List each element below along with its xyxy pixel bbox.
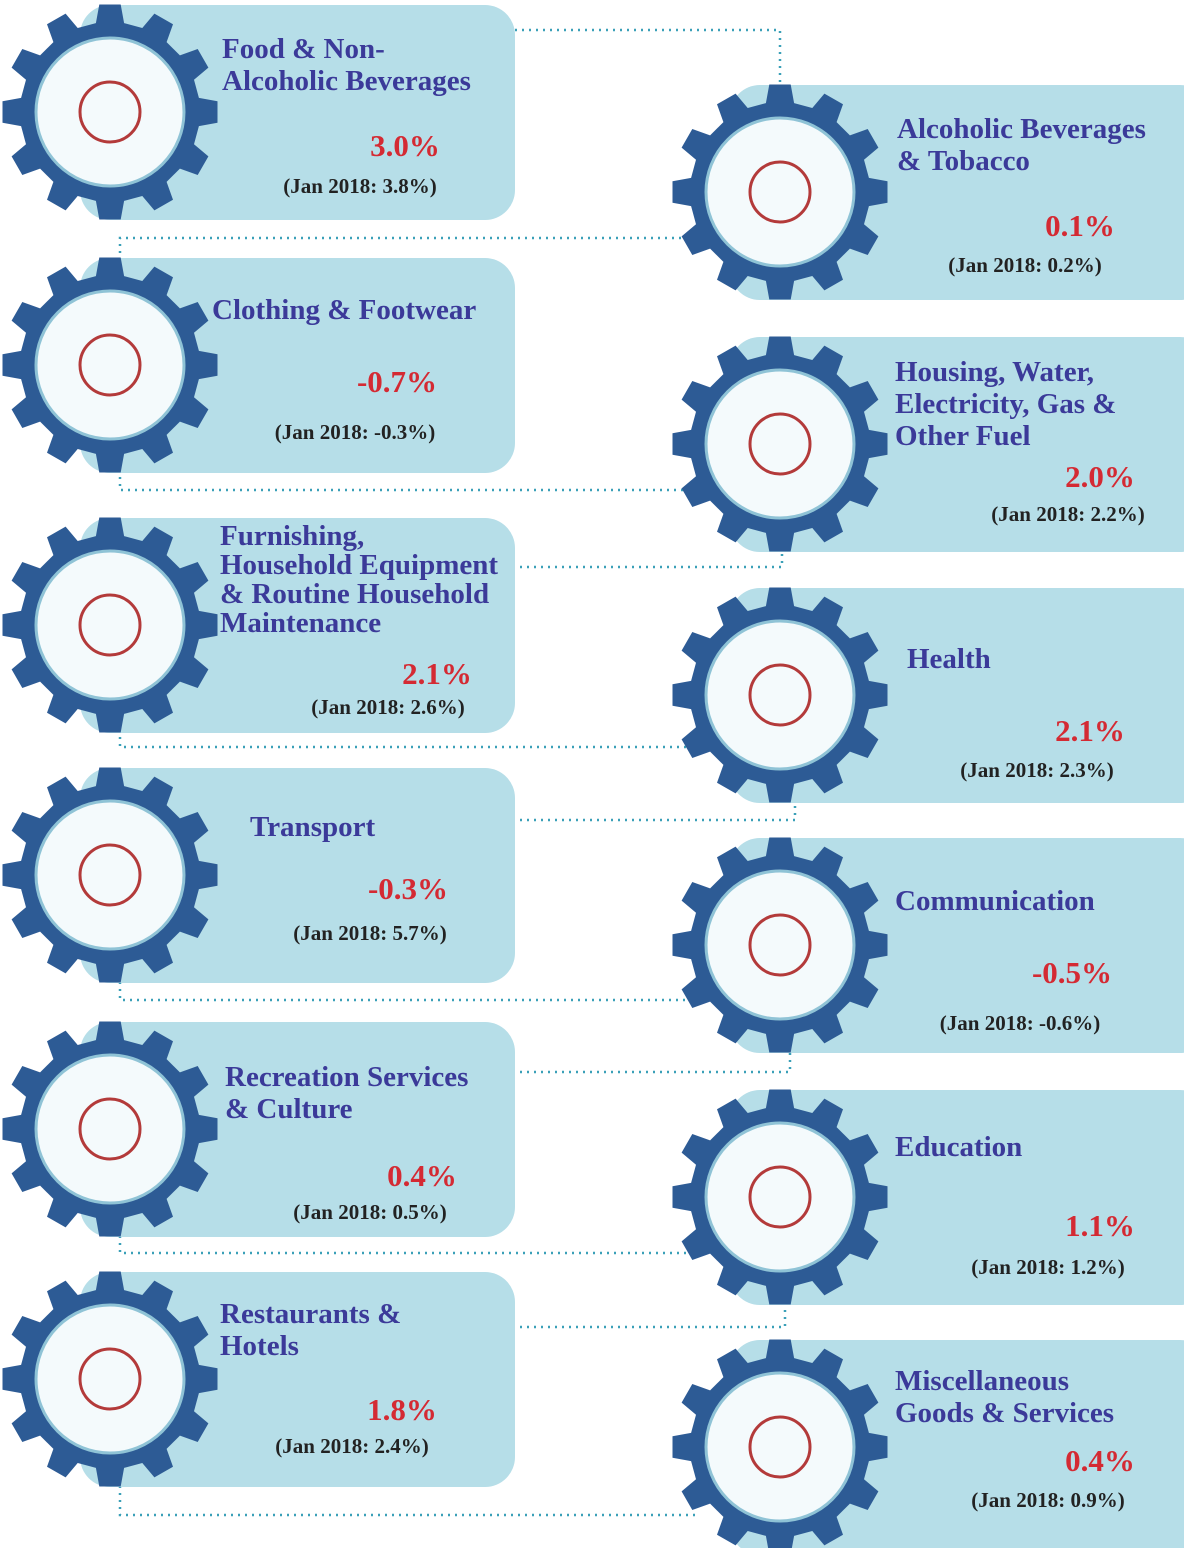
category-title: Alcoholic Beverages — [222, 65, 471, 97]
icon-circle — [36, 1305, 184, 1453]
category-card: Alcoholic Beverages& Tobacco 0.1% (Jan 201… — [673, 85, 1184, 301]
category-value: 1.8% — [367, 1392, 437, 1427]
category-value: 2.1% — [1055, 713, 1125, 748]
category-card: Furnishing,Household Equipment& Routine … — [3, 518, 516, 734]
icon-circle — [36, 291, 184, 439]
category-title: Education — [895, 1131, 1022, 1163]
icon-circle — [36, 38, 184, 186]
previous-value: (Jan 2018: 1.2%) — [971, 1255, 1124, 1279]
category-title: Restaurants & — [220, 1298, 401, 1330]
category-title: Household Equipment — [220, 549, 498, 581]
category-value: -0.7% — [357, 364, 437, 399]
category-card: Education 1.1% (Jan 2018: 1.2%) — [673, 1090, 1184, 1306]
category-value: -0.3% — [368, 871, 448, 906]
category-title: Furnishing, — [220, 520, 364, 552]
category-value: -0.5% — [1032, 955, 1112, 990]
category-title: Maintenance — [220, 607, 381, 639]
category-title: Clothing & Footwear — [212, 294, 476, 326]
icon-circle — [706, 1373, 854, 1521]
previous-value: (Jan 2018: 3.8%) — [283, 174, 436, 198]
category-title: Electricity, Gas & — [895, 388, 1116, 420]
category-card: Restaurants &Hotels 1.8% (Jan 2018: 2.4%) — [3, 1272, 516, 1488]
previous-value: (Jan 2018: 0.9%) — [971, 1488, 1124, 1512]
category-value: 3.0% — [370, 128, 440, 163]
category-title: Other Fuel — [895, 420, 1031, 452]
icon-circle — [36, 801, 184, 949]
category-title: Recreation Services — [225, 1061, 468, 1093]
category-title: Miscellaneous — [895, 1365, 1069, 1397]
previous-value: (Jan 2018: 2.6%) — [311, 695, 464, 719]
previous-value: (Jan 2018: 5.7%) — [293, 921, 446, 945]
category-title: Communication — [895, 885, 1095, 917]
icon-circle — [36, 551, 184, 699]
category-card: Transport -0.3% (Jan 2018: 5.7%) — [3, 768, 516, 984]
category-title: Hotels — [220, 1330, 299, 1362]
category-value: 0.1% — [1045, 208, 1115, 243]
category-title: & Routine Household — [220, 578, 489, 610]
icon-circle — [706, 1123, 854, 1271]
category-title: Food & Non- — [222, 33, 385, 65]
category-value: 0.4% — [1065, 1443, 1135, 1478]
previous-value: (Jan 2018: 0.5%) — [293, 1200, 446, 1224]
icon-circle — [706, 370, 854, 518]
infographic: Food & Non-Alcoholic Beverages3.0%(Jan 2… — [0, 0, 1184, 1548]
category-value: 2.0% — [1065, 459, 1135, 494]
previous-value: (Jan 2018: 2.3%) — [960, 758, 1113, 782]
previous-value: (Jan 2018: 0.2%) — [948, 253, 1101, 277]
category-title: Housing, Water, — [895, 356, 1094, 388]
previous-value: (Jan 2018: -0.6%) — [940, 1011, 1100, 1035]
category-card: Food & Non-Alcoholic Beverages 3.0% (Jan 2… — [3, 5, 516, 221]
category-value: 1.1% — [1065, 1208, 1135, 1243]
category-title: & Culture — [225, 1093, 353, 1125]
category-card: Health 2.1% (Jan 2018: 2.3%) — [673, 588, 1184, 804]
category-title: Alcoholic Beverages — [897, 113, 1146, 145]
icon-circle — [706, 118, 854, 266]
icon-circle — [706, 871, 854, 1019]
previous-value: (Jan 2018: -0.3%) — [275, 420, 435, 444]
previous-value: (Jan 2018: 2.4%) — [275, 1434, 428, 1458]
icon-circle — [706, 621, 854, 769]
previous-value: (Jan 2018: 2.2%) — [991, 502, 1144, 526]
category-title: & Tobacco — [897, 145, 1030, 177]
icon-circle — [36, 1055, 184, 1203]
category-title: Health — [907, 643, 991, 675]
category-card: Housing, Water,Electricity, Gas &Other F… — [673, 337, 1184, 553]
category-card: Clothing & Footwear -0.7% (Jan 2018: -0.3%… — [3, 258, 516, 474]
category-value: 2.1% — [402, 656, 472, 691]
category-card: Communication -0.5% (Jan 2018: -0.6%) — [673, 838, 1184, 1054]
category-value: 0.4% — [387, 1158, 457, 1193]
category-title: Goods & Services — [895, 1397, 1114, 1429]
category-title: Transport — [250, 811, 375, 843]
category-card: Recreation Services& Culture 0.4% (Jan 201… — [3, 1022, 516, 1238]
